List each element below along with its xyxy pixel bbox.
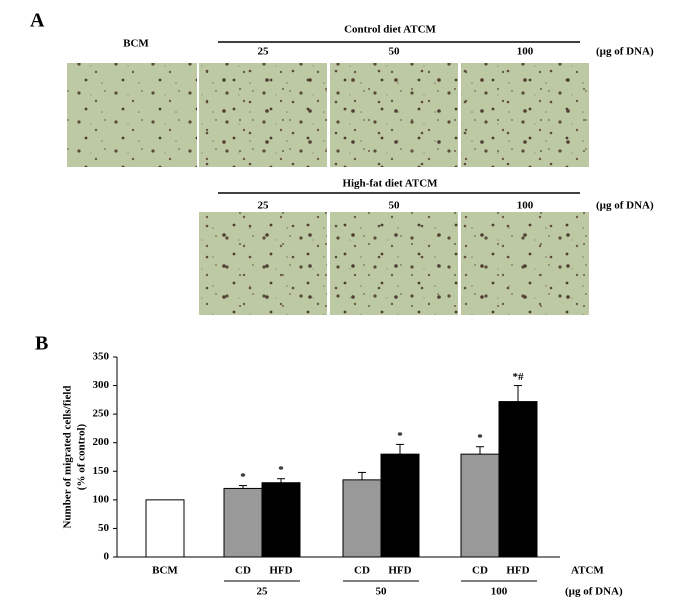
micrograph-cells	[199, 63, 327, 167]
series-label: HFD	[269, 565, 292, 577]
significance: *#	[513, 371, 525, 383]
dose-label: 100	[517, 46, 534, 58]
unit-label: (µg of DNA)	[596, 200, 654, 212]
x-axis-title: (µg of DNA)	[565, 586, 623, 598]
group-label: ATCM	[571, 565, 604, 577]
unit-label: (µg of DNA)	[596, 46, 654, 58]
dose-label: 50	[389, 46, 401, 58]
series-label: CD	[235, 565, 251, 577]
micrograph-cells	[461, 212, 589, 315]
y-tick-label: 0	[104, 551, 110, 563]
micrograph-cells	[330, 212, 458, 315]
bar	[498, 401, 538, 558]
significance: *	[477, 432, 483, 444]
x-tick-label: 50	[376, 586, 388, 598]
bar	[261, 482, 301, 558]
series-label: CD	[354, 565, 370, 577]
bar	[460, 453, 500, 558]
dose-label: 25	[258, 200, 270, 212]
y-axis-title: (% of control)	[76, 423, 88, 490]
panel-label: B	[35, 333, 48, 355]
y-tick-label: 250	[93, 408, 110, 420]
y-axis-title: Number of migrated cells/field	[62, 385, 74, 528]
bar	[145, 499, 185, 558]
y-tick-label: 50	[98, 522, 110, 534]
x-tick-label: 25	[257, 586, 269, 598]
micrograph-cells	[330, 63, 458, 167]
y-tick-label: 350	[93, 351, 110, 363]
micrograph-cells	[461, 63, 589, 167]
bar	[342, 479, 382, 558]
y-tick-label: 200	[93, 436, 110, 448]
bar	[223, 487, 263, 558]
micrograph	[67, 63, 197, 167]
x-tick-label: BCM	[152, 565, 178, 577]
row-title: High-fat diet ATCM	[342, 178, 438, 190]
y-tick-label: 150	[93, 465, 110, 477]
series-label: CD	[472, 565, 488, 577]
significance: *	[397, 430, 403, 442]
control-label: BCM	[123, 38, 149, 50]
x-tick-label: 100	[491, 586, 508, 598]
dose-label: 25	[258, 46, 270, 58]
dose-label: 100	[517, 200, 534, 212]
series-label: HFD	[388, 565, 411, 577]
panel-label: A	[30, 10, 45, 32]
significance: *	[278, 464, 284, 476]
series-label: HFD	[506, 565, 529, 577]
y-tick-label: 300	[93, 379, 110, 391]
micrograph-cells	[199, 212, 327, 315]
dose-label: 50	[389, 200, 401, 212]
significance: *	[240, 471, 246, 483]
y-tick-label: 100	[93, 493, 110, 505]
bar	[380, 453, 420, 558]
row-title: Control diet ATCM	[344, 24, 436, 36]
